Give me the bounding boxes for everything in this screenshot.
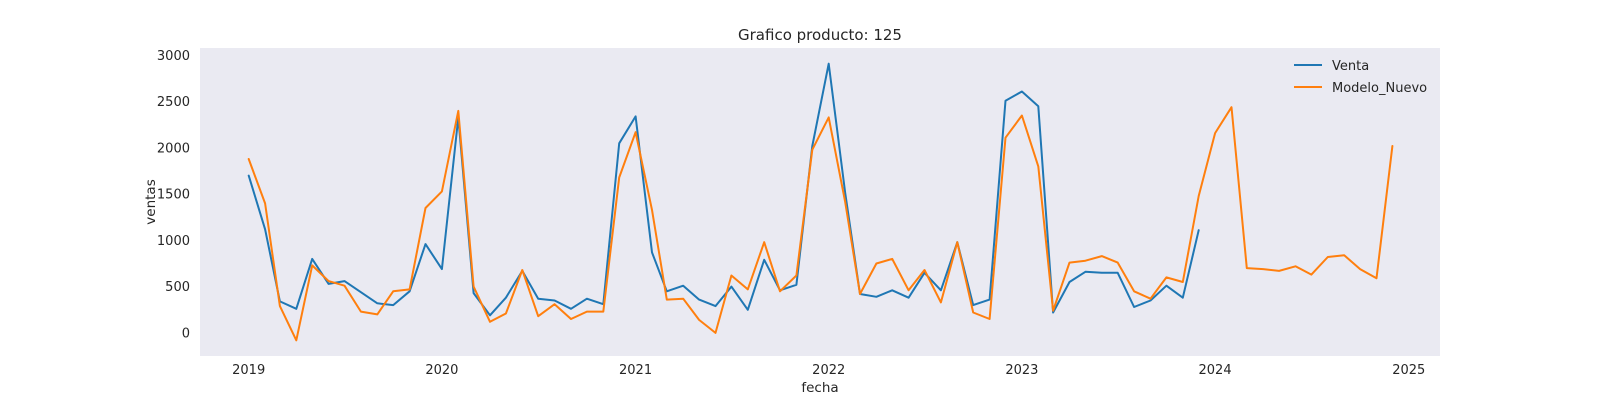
legend: Venta Modelo_Nuevo [1294,59,1427,96]
y-axis-title: ventas [143,179,159,224]
y-tick-label: 500 [165,280,190,295]
y-tick-label: 2500 [157,95,190,110]
x-tick-label: 2023 [1005,363,1038,378]
legend-label-modelo-nuevo: Modelo_Nuevo [1332,81,1427,96]
x-tick-label: 2025 [1392,363,1425,378]
legend-label-venta: Venta [1332,59,1369,74]
x-axis-title: fecha [801,380,838,396]
y-tick-label: 2000 [157,141,190,156]
x-axis: 2019 2020 2021 2022 2023 2024 2025 [232,363,1425,378]
x-tick-label: 2019 [232,363,265,378]
x-tick-label: 2022 [812,363,845,378]
series-line-modelo-nuevo [247,106,1394,342]
plot-area [200,48,1440,356]
series-line-venta [247,62,1200,317]
y-tick-label: 3000 [157,49,190,64]
series-lines [247,62,1394,342]
chart-title: Grafico producto: 125 [738,26,902,44]
x-tick-label: 2021 [619,363,652,378]
y-tick-label: 0 [182,326,190,341]
y-tick-label: 1000 [157,234,190,249]
x-tick-label: 2024 [1199,363,1232,378]
y-axis: 0 500 1000 1500 2000 2500 3000 [157,49,190,341]
x-tick-label: 2020 [425,363,458,378]
y-tick-label: 1500 [157,188,190,203]
